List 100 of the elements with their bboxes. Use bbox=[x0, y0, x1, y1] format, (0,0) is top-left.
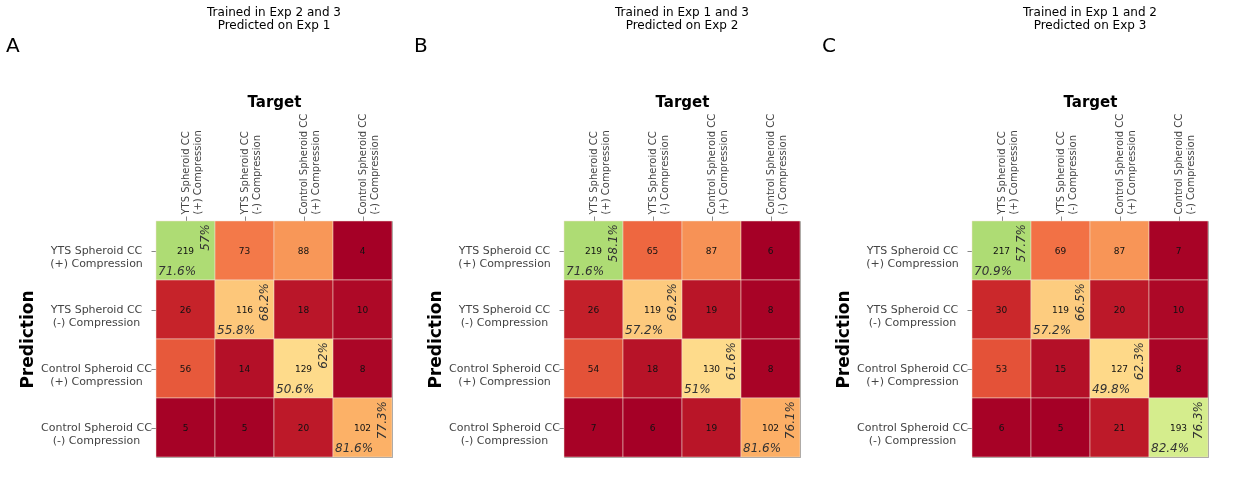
y-tick-label: Control Spheroid CC (+) Compression bbox=[449, 362, 561, 388]
data-label: 5 bbox=[241, 422, 248, 433]
annotation: 62% bbox=[316, 342, 330, 369]
data-label: 5 bbox=[182, 422, 189, 433]
data-label: 5 bbox=[1057, 422, 1064, 433]
data-label: 7 bbox=[590, 422, 597, 433]
annotation: 76.1% bbox=[783, 401, 797, 440]
x-tick-label: YTS Spheroid CC (-) Compression bbox=[1055, 131, 1078, 216]
data-label: 10 bbox=[356, 304, 369, 315]
data-label: 8 bbox=[767, 363, 774, 374]
chart-subtitle: Predicted on Exp 3 bbox=[1033, 18, 1147, 32]
y-tick-label: Control Spheroid CC (+) Compression bbox=[857, 362, 969, 388]
y-tick-label: Control Spheroid CC (-) Compression bbox=[449, 421, 561, 447]
annotation: 81.6% bbox=[335, 441, 374, 455]
text: B bbox=[414, 33, 428, 57]
x-tick-label: YTS Spheroid CC (-) Compression bbox=[239, 131, 262, 216]
data-label: 19 bbox=[705, 422, 718, 433]
annotation: 68.2% bbox=[257, 283, 271, 322]
y-axis-title: Prediction bbox=[425, 290, 446, 389]
x-tick-label: Control Spheroid CC (+) Compression bbox=[298, 113, 321, 215]
x-tick-label: Control Spheroid CC (-) Compression bbox=[765, 113, 788, 215]
y-axis-title: Prediction bbox=[833, 290, 854, 389]
y-axis-title: Prediction bbox=[17, 290, 38, 389]
annotation: 57.7% bbox=[1014, 224, 1028, 263]
data-label: 88 bbox=[297, 245, 310, 256]
x-tick-label: Control Spheroid CC (+) Compression bbox=[706, 113, 729, 215]
data-label: 20 bbox=[1113, 304, 1126, 315]
data-label: 127 bbox=[1110, 363, 1129, 374]
data-label: 4 bbox=[359, 245, 366, 256]
x-tick-label: Control Spheroid CC (-) Compression bbox=[357, 113, 380, 215]
annotation: 70.9% bbox=[974, 264, 1013, 278]
data-label: 18 bbox=[646, 363, 659, 374]
data-label: 54 bbox=[587, 363, 600, 374]
chart-subtitle: Predicted on Exp 2 bbox=[625, 18, 739, 32]
data-label: 7 bbox=[1175, 245, 1182, 256]
annotation: 76.3% bbox=[1191, 401, 1205, 440]
annotation: 71.6% bbox=[158, 264, 197, 278]
x-axis-title: Target bbox=[655, 92, 710, 111]
data-label: 102 bbox=[761, 422, 780, 433]
y-tick-label: YTS Spheroid CC (+) Compression bbox=[865, 244, 959, 270]
data-label: 219 bbox=[584, 245, 603, 256]
annotation: 57.2% bbox=[625, 323, 664, 337]
data-label: 65 bbox=[646, 245, 659, 256]
data-label: 10 bbox=[1172, 304, 1185, 315]
annotation: 57.2% bbox=[1033, 323, 1072, 337]
chart-title: Trained in Exp 1 and 2 bbox=[1022, 5, 1157, 19]
y-tick-label: Control Spheroid CC (-) Compression bbox=[857, 421, 969, 447]
text: C bbox=[822, 33, 836, 57]
data-label: 219 bbox=[176, 245, 195, 256]
data-label: 21 bbox=[1113, 422, 1126, 433]
data-label: 6 bbox=[649, 422, 656, 433]
data-label: 6 bbox=[998, 422, 1005, 433]
data-label: 18 bbox=[297, 304, 310, 315]
data-label: 119 bbox=[643, 304, 662, 315]
data-label: 87 bbox=[1113, 245, 1126, 256]
y-tick-label: Control Spheroid CC (+) Compression bbox=[41, 362, 153, 388]
data-label: 8 bbox=[359, 363, 366, 374]
annotation: 57% bbox=[198, 224, 212, 251]
data-label: 14 bbox=[238, 363, 251, 374]
annotation: 77.3% bbox=[375, 401, 389, 440]
data-label: 129 bbox=[294, 363, 313, 374]
data-label: 69 bbox=[1054, 245, 1067, 256]
x-tick-label: Control Spheroid CC (+) Compression bbox=[1114, 113, 1137, 215]
data-label: 73 bbox=[238, 245, 251, 256]
data-label: 8 bbox=[1175, 363, 1182, 374]
chart-title: Trained in Exp 2 and 3 bbox=[206, 5, 341, 19]
annotation: 81.6% bbox=[743, 441, 782, 455]
data-label: 119 bbox=[1051, 304, 1070, 315]
y-tick-label: YTS Spheroid CC (-) Compression bbox=[457, 303, 551, 329]
annotation: 51% bbox=[684, 382, 711, 396]
x-axis-title: Target bbox=[1063, 92, 1118, 111]
y-tick-label: Control Spheroid CC (-) Compression bbox=[41, 421, 153, 447]
data-label: 30 bbox=[995, 304, 1008, 315]
data-label: 20 bbox=[297, 422, 310, 433]
annotation: 82.4% bbox=[1151, 441, 1190, 455]
y-tick-label: YTS Spheroid CC (+) Compression bbox=[457, 244, 551, 270]
y-tick-label: YTS Spheroid CC (-) Compression bbox=[865, 303, 959, 329]
data-label: 6 bbox=[767, 245, 774, 256]
annotation: 58.1% bbox=[606, 224, 620, 263]
data-label: 8 bbox=[767, 304, 774, 315]
annotation: 50.6% bbox=[276, 382, 315, 396]
data-label: 116 bbox=[235, 304, 254, 315]
y-tick-label: YTS Spheroid CC (+) Compression bbox=[49, 244, 143, 270]
data-label: 53 bbox=[995, 363, 1008, 374]
data-label: 102 bbox=[353, 422, 372, 433]
chart-title: Trained in Exp 1 and 3 bbox=[614, 5, 749, 19]
annotation: 61.6% bbox=[724, 342, 738, 381]
x-axis-title: Target bbox=[247, 92, 302, 111]
data-label: 15 bbox=[1054, 363, 1067, 374]
y-tick-label: YTS Spheroid CC (-) Compression bbox=[49, 303, 143, 329]
x-tick-label: YTS Spheroid CC (-) Compression bbox=[647, 131, 670, 216]
data-label: 87 bbox=[705, 245, 718, 256]
annotation: 66.5% bbox=[1073, 283, 1087, 322]
data-label: 56 bbox=[179, 363, 192, 374]
annotation: 55.8% bbox=[217, 323, 256, 337]
annotation: 62.3% bbox=[1132, 342, 1146, 381]
annotation: 71.6% bbox=[566, 264, 605, 278]
annotation: 69.2% bbox=[665, 283, 679, 322]
data-label: 26 bbox=[587, 304, 600, 315]
x-tick-label: Control Spheroid CC (-) Compression bbox=[1173, 113, 1196, 215]
